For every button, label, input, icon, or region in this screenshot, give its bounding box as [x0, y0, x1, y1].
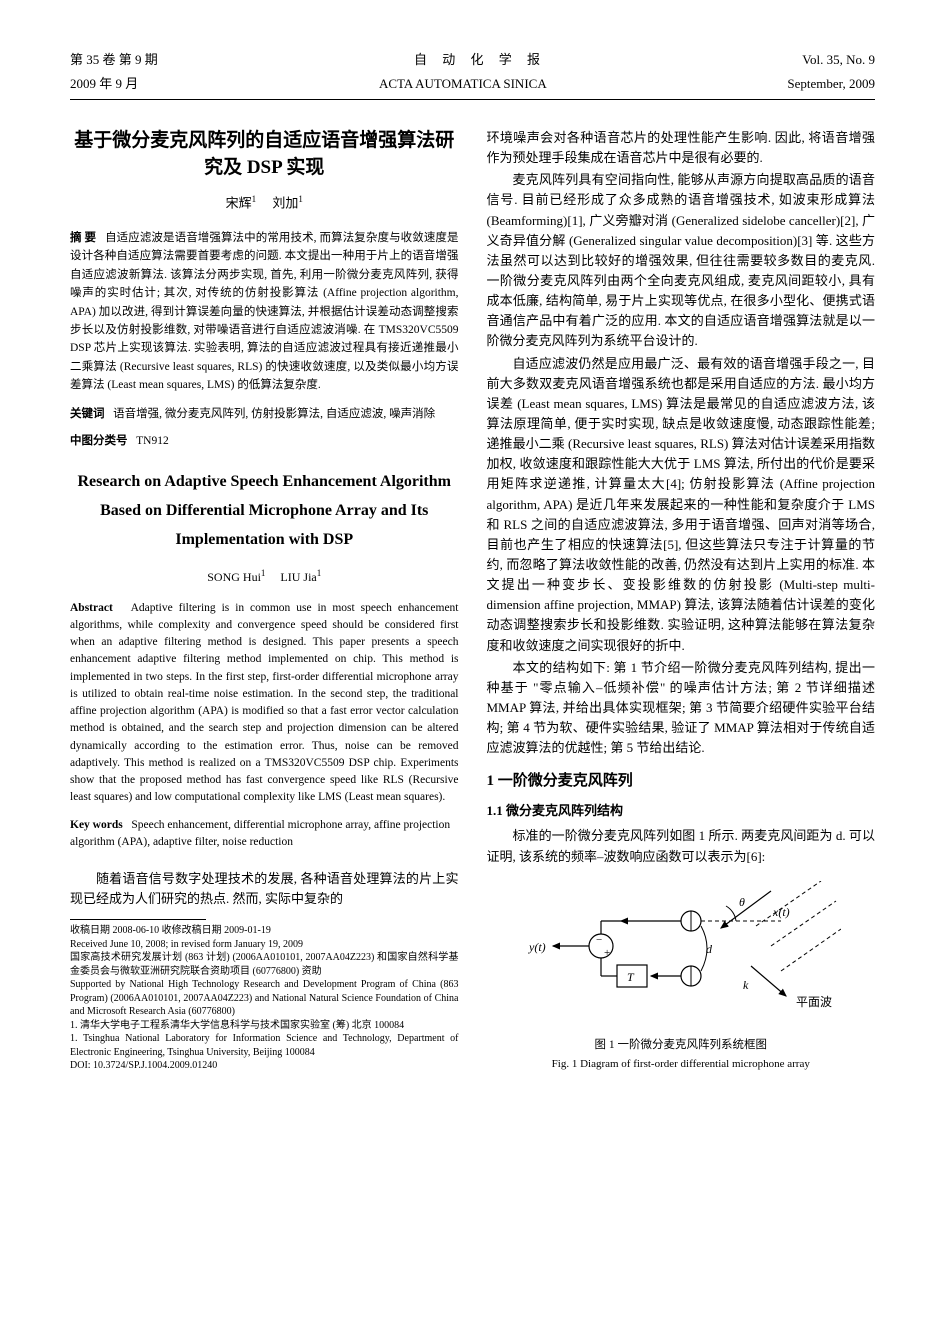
date-en: September, 2009	[787, 74, 875, 94]
footnote-l1: 收稿日期 2008-06-10 收修改稿日期 2009-01-19	[70, 924, 459, 938]
right-para-3: 自适应滤波仍然是应用最广泛、最有效的语音增强手段之一, 目前大多数双麦克风语音增…	[487, 354, 876, 656]
fig1-caption-en: Fig. 1 Diagram of first-order differenti…	[487, 1056, 876, 1073]
author-cn-2: 刘加	[272, 196, 298, 211]
author-cn-2-aff: 1	[298, 194, 303, 204]
figure-1-svg: y(t) − + T	[521, 881, 841, 1031]
fig1-label-minus: −	[596, 934, 602, 946]
fig1-label-k: k	[743, 978, 749, 992]
two-column-layout: 基于微分麦克风阵列的自适应语音增强算法研究及 DSP 实现 宋辉1 刘加1 摘 …	[70, 128, 875, 1073]
intro-para-1: 随着语音信号数字处理技术的发展, 各种语音处理算法的片上实现已经成为人们研究的热…	[70, 869, 459, 909]
right-para-1: 环境噪声会对各种语音芯片的处理性能产生影响. 因此, 将语音增强作为预处理手段集…	[487, 128, 876, 168]
fig1-label-yt: y(t)	[528, 940, 546, 954]
authors-en: SONG Hui1 LIU Jia1	[70, 567, 459, 586]
footnote-l6: 1. Tsinghua National Laboratory for Info…	[70, 1032, 459, 1059]
classnum-value: TN912	[136, 435, 169, 447]
keywords-cn-text: 语音增强, 微分麦克风阵列, 仿射投影算法, 自适应滤波, 噪声消除	[113, 408, 435, 420]
figure-1: y(t) − + T	[487, 881, 876, 1073]
abstract-en: Abstract Adaptive filtering is in common…	[70, 600, 459, 807]
title-cn: 基于微分麦克风阵列的自适应语音增强算法研究及 DSP 实现	[70, 128, 459, 181]
keywords-en-text: Speech enhancement, differential microph…	[70, 819, 450, 848]
footnote-l5: 1. 清华大学电子工程系清华大学信息科学与技术国家实验室 (筹) 北京 1000…	[70, 1019, 459, 1033]
section-1-1-heading: 1.1 微分麦克风阵列结构	[487, 801, 876, 821]
footnote-l3: 国家高技术研究发展计划 (863 计划) (2006AA010101, 2007…	[70, 951, 459, 978]
abstract-en-text: Adaptive filtering is in common use in m…	[70, 602, 459, 804]
classnum-label: 中图分类号	[70, 435, 128, 447]
section-1-para: 标准的一阶微分麦克风阵列如图 1 所示. 两麦克风间距为 d. 可以证明, 该系…	[487, 826, 876, 866]
keywords-cn-label: 关键词	[70, 408, 105, 420]
fig1-label-xt: x(t)	[772, 905, 790, 919]
keywords-en: Key words Speech enhancement, differenti…	[70, 817, 459, 852]
right-para-4: 本文的结构如下: 第 1 节介绍一阶微分麦克风阵列结构, 提出一种基于 "零点输…	[487, 658, 876, 759]
author-cn-1-aff: 1	[252, 194, 257, 204]
classnum: 中图分类号 TN912	[70, 433, 459, 450]
footnote-l7: DOI: 10.3724/SP.J.1004.2009.01240	[70, 1059, 459, 1073]
left-column: 基于微分麦克风阵列的自适应语音增强算法研究及 DSP 实现 宋辉1 刘加1 摘 …	[70, 128, 459, 1073]
abstract-cn-label: 摘 要	[70, 232, 96, 244]
journal-en: ACTA AUTOMATICA SINICA	[138, 74, 787, 94]
footnote-rule	[70, 919, 206, 920]
header-row1: 第 35 卷 第 9 期 自 动 化 学 报 Vol. 35, No. 9	[70, 50, 875, 70]
fig1-label-plus: +	[604, 947, 610, 959]
header-rule	[70, 99, 875, 100]
date-cn: 2009 年 9 月	[70, 74, 138, 94]
author-cn-1: 宋辉	[226, 196, 252, 211]
author-en-2: LIU Jia	[280, 570, 316, 584]
fig1-label-T: T	[627, 970, 635, 984]
right-column: 环境噪声会对各种语音芯片的处理性能产生影响. 因此, 将语音增强作为预处理手段集…	[487, 128, 876, 1073]
fig1-label-planewave: 平面波	[796, 995, 832, 1009]
journal-cn: 自 动 化 学 报	[158, 50, 803, 70]
fig1-caption-cn: 图 1 一阶微分麦克风阵列系统框图	[487, 1037, 876, 1054]
author-en-1-aff: 1	[261, 568, 266, 578]
author-en-2-aff: 1	[317, 568, 322, 578]
vol-issue-cn: 第 35 卷 第 9 期	[70, 50, 158, 70]
right-para-2: 麦克风阵列具有空间指向性, 能够从声源方向提取高品质的语音信号. 目前已经形成了…	[487, 170, 876, 351]
header-row2: 2009 年 9 月 ACTA AUTOMATICA SINICA Septem…	[70, 74, 875, 94]
footnotes: 收稿日期 2008-06-10 收修改稿日期 2009-01-19 Receiv…	[70, 924, 459, 1073]
abstract-cn-text: 自适应滤波是语音增强算法中的常用技术, 而算法复杂度与收敛速度是设计各种自适应算…	[70, 232, 459, 391]
authors-cn: 宋辉1 刘加1	[70, 193, 459, 213]
keywords-en-label: Key words	[70, 819, 123, 831]
abstract-en-label: Abstract	[70, 602, 113, 614]
vol-issue-en: Vol. 35, No. 9	[802, 50, 875, 70]
fig1-label-theta: θ	[739, 895, 745, 909]
abstract-cn: 摘 要 自适应滤波是语音增强算法中的常用技术, 而算法复杂度与收敛速度是设计各种…	[70, 229, 459, 395]
section-1-heading: 1 一阶微分麦克风阵列	[487, 770, 876, 793]
footnote-l4: Supported by National High Technology Re…	[70, 978, 459, 1019]
footnote-l2: Received June 10, 2008; in revised form …	[70, 938, 459, 952]
keywords-cn: 关键词 语音增强, 微分麦克风阵列, 仿射投影算法, 自适应滤波, 噪声消除	[70, 405, 459, 423]
author-en-1: SONG Hui	[207, 570, 261, 584]
title-en: Research on Adaptive Speech Enhancement …	[70, 468, 459, 554]
